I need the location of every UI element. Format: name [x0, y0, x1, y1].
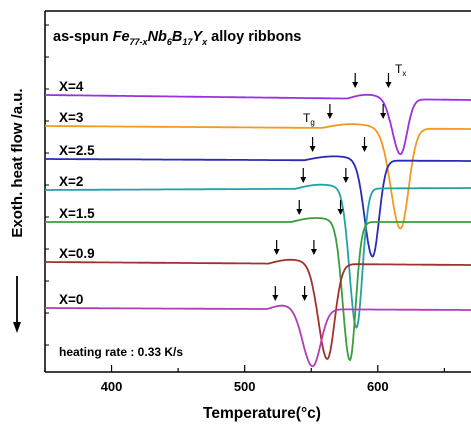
heating-rate-annotation: heating rate : 0.33 K/s: [59, 345, 183, 359]
series-line: [45, 183, 471, 329]
transition-arrowhead: [296, 209, 303, 215]
chart-title-suffix: alloy ribbons: [207, 29, 301, 45]
series-line: [45, 217, 471, 362]
series-labels: X=4 X=3 X=2.5 X=2 X=1.5 X=0.9 X=0: [59, 79, 95, 307]
x-axis-label: Temperature(°c): [203, 405, 321, 422]
transition-arrowhead: [309, 146, 316, 152]
chart-title-prefix: as-spun: [53, 29, 113, 45]
title-sub-b: 17: [182, 37, 193, 47]
title-fe: Fe: [113, 29, 130, 45]
title-y: Y: [192, 29, 203, 45]
transition-arrowhead: [385, 82, 392, 88]
x-tick-label: 500: [234, 379, 256, 394]
transition-markers: [272, 73, 392, 301]
series-line: [45, 258, 471, 361]
series-label: X=1.5: [59, 206, 95, 221]
title-sub-fe: 77-x: [130, 37, 149, 47]
x-ticks: 400 500 600: [44, 24, 445, 394]
transition-arrowhead: [300, 177, 307, 183]
tg-label: Tg: [303, 111, 315, 127]
title-sub-nb: 6: [167, 37, 173, 47]
y-axis-label: Exoth. heat flow /a.u.: [9, 88, 26, 237]
series-line: [45, 123, 471, 230]
series-label: X=4: [59, 79, 84, 94]
series-label: X=0.9: [59, 246, 95, 261]
series-line: [45, 93, 471, 156]
title-nb: Nb: [148, 29, 167, 45]
series-label: X=2: [59, 174, 83, 189]
series-label: X=2.5: [59, 143, 95, 158]
transition-arrowhead: [361, 146, 368, 152]
transition-arrowhead: [301, 295, 308, 301]
transition-arrowhead: [310, 249, 317, 255]
tx-label: Tx: [395, 62, 406, 78]
x-tick-label: 600: [367, 379, 389, 394]
x-tick-label: 400: [101, 379, 123, 394]
transition-arrowhead: [273, 249, 280, 255]
transition-arrowhead: [272, 295, 279, 301]
transition-arrowhead: [326, 113, 333, 119]
curves: [45, 93, 471, 368]
series-label: X=0: [59, 292, 83, 307]
series-label: X=3: [59, 110, 84, 125]
series-line: [45, 304, 471, 368]
chart-title: as-spun Fe77-xNb6B17Yx alloy ribbons: [53, 29, 301, 47]
y-axis-arrowhead: [13, 322, 21, 333]
title-b: B: [172, 29, 182, 45]
transition-arrowhead: [342, 177, 349, 183]
transition-arrowhead: [337, 209, 344, 215]
transition-arrowhead: [352, 82, 359, 88]
series-line: [45, 155, 471, 258]
title-sub-y: x: [201, 37, 208, 47]
transition-arrowhead: [380, 113, 387, 119]
